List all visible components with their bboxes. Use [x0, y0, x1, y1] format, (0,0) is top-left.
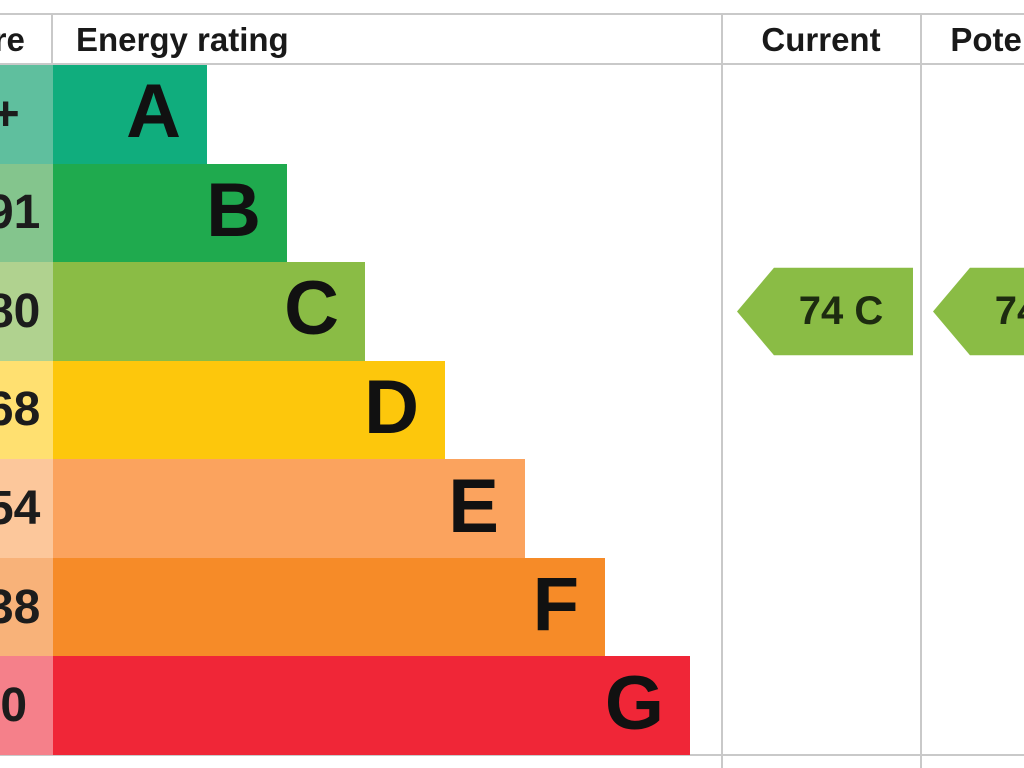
band-score-range: 69-80	[0, 262, 53, 361]
band-bar: D	[53, 360, 445, 460]
bottom-border-line	[0, 754, 1024, 756]
current-rating-label: 74 C	[798, 289, 884, 333]
potential-rating-label: 74 C	[994, 289, 1024, 333]
band-score-range: 92+	[0, 65, 53, 164]
band-score-range: 39-54	[0, 459, 53, 558]
score-header: Score	[0, 21, 25, 58]
band-letter: D	[364, 364, 419, 450]
band-bar: E	[53, 459, 525, 558]
band-score-range: 55-68	[0, 360, 53, 460]
potential-header: Potential	[950, 21, 1024, 58]
band-row: 69-80 C	[0, 262, 1024, 361]
band-score-range: 1-20	[0, 656, 53, 755]
band-row: 92+ A	[0, 65, 1024, 164]
band-row: 21-38 F	[0, 557, 1024, 657]
energy-rating-header: Energy rating	[76, 21, 289, 58]
band-row: 39-54 E	[0, 459, 1024, 558]
current-column-divider	[721, 13, 723, 768]
band-bar: C	[53, 262, 365, 361]
band-letter: B	[206, 167, 261, 253]
band-row: 1-20 G	[0, 656, 1024, 755]
band-bar: A	[53, 65, 207, 164]
band-bar: G	[53, 656, 690, 755]
band-bar: B	[53, 163, 287, 263]
header-bottom-line	[0, 63, 1024, 65]
band-letter: C	[284, 266, 339, 352]
score-column-divider	[51, 13, 53, 65]
band-letter: G	[604, 660, 664, 746]
band-score-range: 21-38	[0, 557, 53, 657]
top-border-line	[0, 13, 1024, 15]
band-row: 81-91 B	[0, 163, 1024, 263]
band-score-range: 81-91	[0, 163, 53, 263]
band-row: 55-68 D	[0, 360, 1024, 460]
current-header: Current	[761, 21, 881, 58]
current-rating-arrow: 74 C	[737, 267, 913, 356]
band-letter: A	[126, 69, 181, 155]
band-letter: E	[448, 463, 499, 549]
potential-column-divider	[920, 13, 922, 768]
band-bar: F	[53, 557, 605, 657]
band-letter: F	[532, 562, 579, 648]
